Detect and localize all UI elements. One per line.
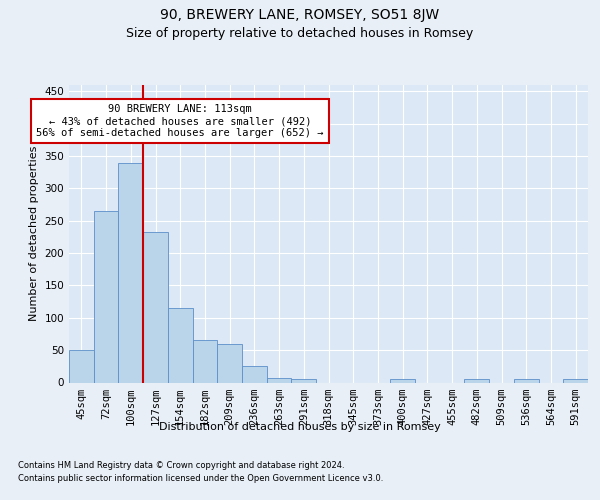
Bar <box>563 380 588 382</box>
Text: Distribution of detached houses by size in Romsey: Distribution of detached houses by size … <box>159 422 441 432</box>
Bar <box>193 340 217 382</box>
Y-axis label: Number of detached properties: Number of detached properties <box>29 146 39 322</box>
Bar <box>514 380 539 382</box>
Bar <box>143 232 168 382</box>
Bar <box>69 350 94 382</box>
Text: Contains public sector information licensed under the Open Government Licence v3: Contains public sector information licen… <box>18 474 383 483</box>
Bar <box>390 380 415 382</box>
Bar <box>464 380 489 382</box>
Text: Contains HM Land Registry data © Crown copyright and database right 2024.: Contains HM Land Registry data © Crown c… <box>18 460 344 469</box>
Bar <box>292 380 316 382</box>
Bar <box>94 211 118 382</box>
Text: 90, BREWERY LANE, ROMSEY, SO51 8JW: 90, BREWERY LANE, ROMSEY, SO51 8JW <box>160 8 440 22</box>
Bar <box>217 344 242 382</box>
Text: 90 BREWERY LANE: 113sqm
← 43% of detached houses are smaller (492)
56% of semi-d: 90 BREWERY LANE: 113sqm ← 43% of detache… <box>37 104 324 138</box>
Bar <box>168 308 193 382</box>
Text: Size of property relative to detached houses in Romsey: Size of property relative to detached ho… <box>127 28 473 40</box>
Bar <box>267 378 292 382</box>
Bar <box>242 366 267 382</box>
Bar <box>118 162 143 382</box>
